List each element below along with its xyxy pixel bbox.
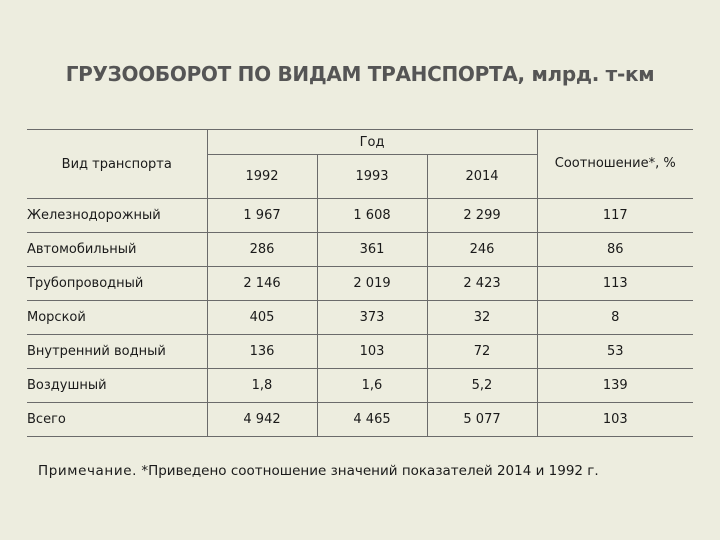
cell-1992: 4 942 bbox=[207, 402, 318, 437]
cell-1993: 1,6 bbox=[317, 368, 428, 403]
row-label: Всего bbox=[27, 402, 208, 437]
cell-ratio: 86 bbox=[537, 232, 693, 267]
cell-1993: 373 bbox=[317, 300, 428, 335]
cell-1992: 286 bbox=[207, 232, 318, 267]
footnote-label: Примечание. bbox=[38, 463, 138, 479]
table-row-total: Всего 4 942 4 465 5 077 103 bbox=[27, 402, 693, 437]
table-row: Морской 405 373 32 8 bbox=[27, 300, 693, 335]
cell-ratio: 103 bbox=[537, 402, 693, 437]
row-label: Трубопроводный bbox=[27, 266, 208, 301]
row-label: Внутренний водный bbox=[27, 334, 208, 369]
header-transport-type: Вид транспорта bbox=[27, 129, 208, 199]
header-year-1992: 1992 bbox=[207, 154, 318, 199]
cell-ratio: 53 bbox=[537, 334, 693, 369]
cell-1992: 405 bbox=[207, 300, 318, 335]
cell-2014: 5 077 bbox=[427, 402, 538, 437]
row-label: Автомобильный bbox=[27, 232, 208, 267]
cell-1992: 1 967 bbox=[207, 198, 318, 233]
table-row: Автомобильный 286 361 246 86 bbox=[27, 232, 693, 267]
title-main: ГРУЗООБОРОТ ПО ВИДАМ ТРАНСПОРТА bbox=[65, 62, 518, 86]
table-row: Трубопроводный 2 146 2 019 2 423 113 bbox=[27, 266, 693, 301]
cell-2014: 246 bbox=[427, 232, 538, 267]
table-row: Внутренний водный 136 103 72 53 bbox=[27, 334, 693, 369]
footnote: Примечание. *Приведено соотношение значе… bbox=[38, 463, 599, 479]
freight-table: Вид транспорта Год Соотношение*, % 1992 … bbox=[27, 129, 693, 437]
title-unit: , млрд. т-км bbox=[517, 62, 655, 86]
cell-1992: 2 146 bbox=[207, 266, 318, 301]
cell-2014: 5,2 bbox=[427, 368, 538, 403]
cell-2014: 32 bbox=[427, 300, 538, 335]
cell-2014: 2 423 bbox=[427, 266, 538, 301]
row-label: Морской bbox=[27, 300, 208, 335]
cell-ratio: 113 bbox=[537, 266, 693, 301]
cell-ratio: 139 bbox=[537, 368, 693, 403]
table-row: Железнодорожный 1 967 1 608 2 299 117 bbox=[27, 198, 693, 233]
row-label: Железнодорожный bbox=[27, 198, 208, 233]
header-year-1993: 1993 bbox=[317, 154, 428, 199]
cell-2014: 2 299 bbox=[427, 198, 538, 233]
row-label: Воздушный bbox=[27, 368, 208, 403]
cell-1993: 361 bbox=[317, 232, 428, 267]
cell-1993: 1 608 bbox=[317, 198, 428, 233]
cell-1992: 1,8 bbox=[207, 368, 318, 403]
cell-1993: 4 465 bbox=[317, 402, 428, 437]
cell-1993: 103 bbox=[317, 334, 428, 369]
header-year-2014: 2014 bbox=[427, 154, 538, 199]
page-title: ГРУЗООБОРОТ ПО ВИДАМ ТРАНСПОРТА, млрд. т… bbox=[0, 62, 720, 86]
header-year: Год bbox=[207, 129, 538, 155]
cell-1992: 136 bbox=[207, 334, 318, 369]
cell-1993: 2 019 bbox=[317, 266, 428, 301]
footnote-text: *Приведено соотношение значений показате… bbox=[137, 463, 599, 479]
cell-ratio: 117 bbox=[537, 198, 693, 233]
cell-ratio: 8 bbox=[537, 300, 693, 335]
header-ratio: Соотношение*, % bbox=[537, 129, 693, 199]
cell-2014: 72 bbox=[427, 334, 538, 369]
table-row: Воздушный 1,8 1,6 5,2 139 bbox=[27, 368, 693, 403]
